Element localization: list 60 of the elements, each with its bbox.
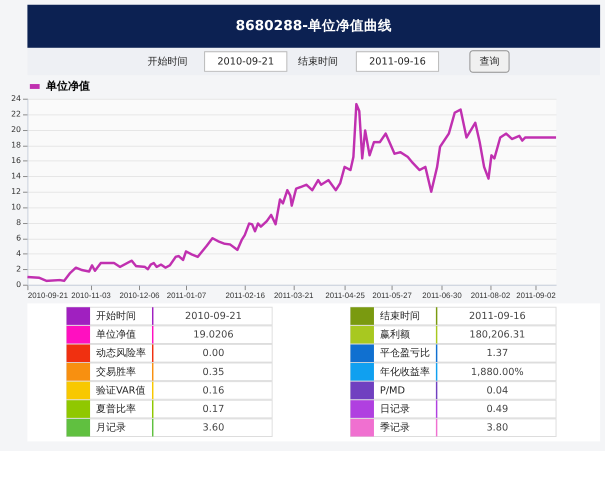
text: 2010-09-21 (217, 56, 274, 68)
y-tick-label: 8 (16, 218, 22, 228)
text: 单位净值 (96, 328, 136, 341)
text: 结束时间 (298, 55, 338, 68)
x-tick-label: 2010-09-21 (28, 290, 68, 300)
text: 0.49 (486, 404, 508, 415)
text: 赢利额 (380, 328, 410, 341)
text: 查询 (479, 55, 500, 68)
text: 开始时间 (147, 55, 188, 68)
text: 3.80 (486, 422, 508, 434)
text: 验证VAR值 (96, 384, 146, 396)
x-tick-label: 2011-02-16 (225, 290, 266, 300)
x-tick-label: 2011-09-02 (516, 290, 556, 300)
y-tick-label: 12 (11, 187, 22, 196)
y-tick-label: 16 (11, 156, 22, 166)
text: 动态风险率 (96, 347, 146, 360)
x-tick-label: 2011-06-30 (422, 290, 462, 300)
text: 3.60 (202, 422, 224, 434)
x-tick-label: 2010-11-03 (71, 290, 112, 300)
x-tick-label: 2011-03-21 (274, 290, 314, 300)
text: 交易胜率 (96, 366, 136, 378)
text: 0.17 (202, 404, 224, 415)
y-tick-label: 18 (11, 140, 22, 150)
text: 平仓盈亏比 (380, 347, 430, 360)
legend-label: 单位净值 (45, 79, 90, 92)
y-tick-label: 24 (11, 94, 22, 104)
x-tick-label: 2010-12-06 (119, 290, 160, 300)
y-tick-label: 6 (16, 234, 22, 243)
text: 0.04 (486, 385, 508, 396)
text: 月记录 (96, 422, 126, 434)
text: 日记录 (380, 402, 410, 415)
text: 2011-09-16 (369, 56, 426, 68)
text: 8680288-单位净值曲线 (236, 18, 392, 34)
y-tick-label: 0 (16, 280, 22, 290)
text: 19.0206 (193, 330, 234, 341)
y-tick-label: 14 (11, 172, 22, 181)
x-tick-label: 2011-04-25 (325, 290, 366, 300)
text: 0.00 (202, 348, 224, 360)
x-tick-label: 2011-01-07 (166, 290, 206, 300)
text: 年化收益率 (380, 366, 430, 378)
text: 2011-09-16 (468, 310, 526, 322)
text: P/MD (380, 385, 405, 396)
y-tick-label: 4 (16, 249, 22, 258)
y-tick-label: 2 (16, 264, 22, 274)
text: 结束时间 (380, 310, 420, 322)
text: 1.37 (486, 348, 508, 360)
y-tick-label: 10 (11, 202, 22, 212)
text: 2010-09-21 (185, 310, 242, 322)
text: 开始时间 (96, 310, 136, 322)
text: 夏普比率 (96, 402, 136, 415)
text: 0.16 (202, 385, 224, 396)
y-tick-label: 20 (11, 125, 22, 134)
x-tick-label: 2011-08-02 (470, 290, 510, 300)
text: 0.35 (202, 366, 224, 378)
text: 1,880.00% (470, 366, 524, 378)
x-tick-label: 2011-05-27 (372, 290, 412, 300)
text: 180,206.31 (469, 330, 526, 341)
line-series (26, 102, 558, 282)
text: 季记录 (380, 422, 410, 434)
y-tick-label: 22 (11, 110, 22, 119)
